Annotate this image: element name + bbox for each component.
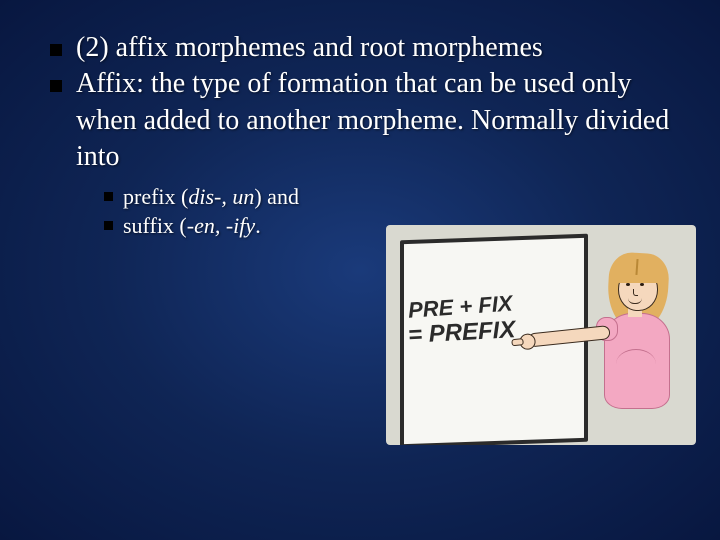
board-word: PRE — [407, 295, 454, 323]
text-part: ) and — [254, 184, 299, 209]
board-line-2: = PREFIX — [407, 317, 516, 348]
woman-figure — [570, 247, 690, 437]
hair-top — [614, 257, 664, 283]
bullet-icon — [50, 44, 62, 56]
whiteboard-text: PRE + FIX = PREFIX — [408, 295, 515, 345]
equals-icon: = — [407, 321, 429, 349]
illustration: PRE + FIX = PREFIX — [386, 225, 696, 445]
sub-bullet-text: prefix (dis-, un) and — [123, 182, 684, 212]
text-part: suffix (- — [123, 213, 194, 238]
bullet-item-1: (2) affix morphemes and root morphemes — [50, 30, 684, 66]
eye-right — [640, 283, 644, 286]
board-word: PREFIX — [428, 316, 516, 347]
bullet-text: Affix: the type of formation that can be… — [76, 66, 684, 175]
nose — [633, 289, 638, 296]
bullet-text: (2) affix morphemes and root morphemes — [76, 30, 684, 66]
text-italic: en, -ify — [194, 213, 255, 238]
finger — [511, 338, 524, 346]
bullet-icon — [50, 80, 62, 92]
eye-left — [626, 283, 630, 286]
slide: (2) affix morphemes and root morphemes A… — [0, 0, 720, 540]
plus-icon: + — [452, 293, 479, 320]
bullet-item-2: Affix: the type of formation that can be… — [50, 66, 684, 175]
text-part: prefix ( — [123, 184, 188, 209]
text-part: . — [255, 213, 261, 238]
bullet-icon — [104, 221, 113, 230]
sub-bullet-item-1: prefix (dis-, un) and — [104, 182, 684, 212]
bullet-icon — [104, 192, 113, 201]
board-word: FIX — [477, 290, 513, 317]
text-italic: dis-, un — [188, 184, 254, 209]
